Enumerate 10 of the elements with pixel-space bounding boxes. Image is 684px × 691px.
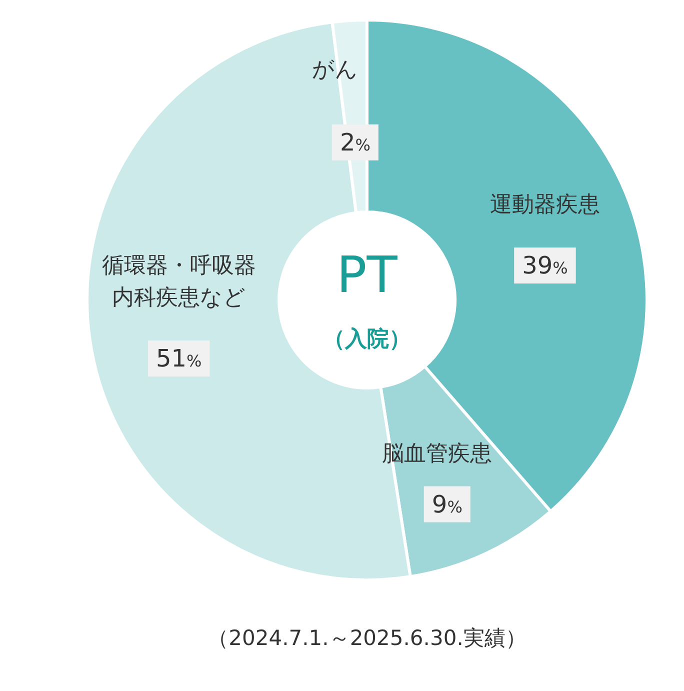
slice-label: 運動器疾患	[490, 192, 600, 218]
data-label: 39%	[522, 251, 568, 280]
slice-label: 循環器・呼吸器内科疾患など	[102, 254, 256, 311]
text: （2024.7.1.～2025.6.30.実績）	[208, 626, 526, 650]
text: （入院）	[323, 327, 411, 352]
data-label: 51%	[156, 344, 202, 373]
data-label: 2%	[340, 128, 370, 156]
text: PT	[336, 246, 398, 304]
slice-label: がん	[312, 57, 358, 82]
data-label: 9%	[432, 490, 462, 518]
